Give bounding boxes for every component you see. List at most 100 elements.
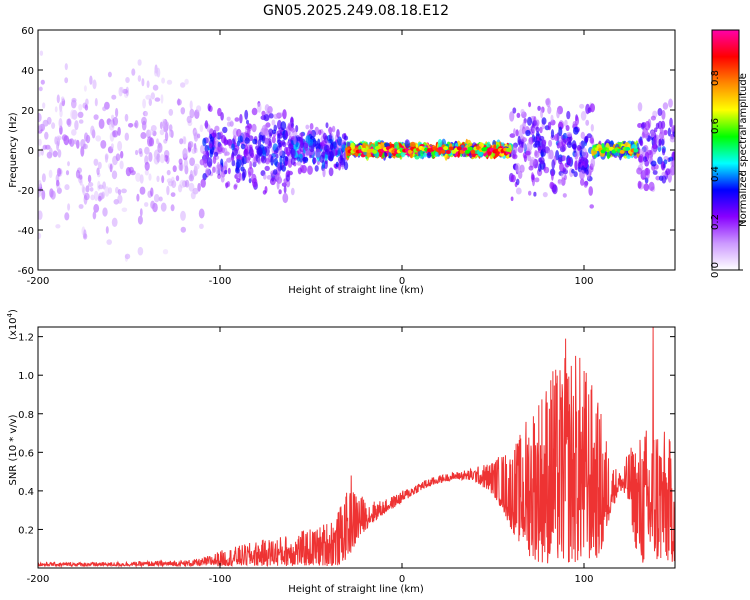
spectrogram-cell [559,162,564,172]
spectrogram-cell [341,144,346,152]
spectrogram-cell [207,103,211,112]
spectrogram-cell [273,113,279,120]
spectrogram-cell [573,171,578,178]
spectrogram-cell [240,143,246,150]
spectrogram-cell [585,119,590,126]
spectrogram-cell [102,106,107,112]
spectrogram-cell [289,143,295,150]
spectrogram-cell [98,184,104,190]
spectrogram-cell [533,143,538,148]
spectrogram-cell [191,148,197,155]
spectrogram-cell [560,172,565,179]
spectrogram-cell [315,143,321,150]
spectrogram-cell [276,174,282,182]
spectrogram-cell [290,157,296,166]
spectrogram-cell [68,138,72,145]
spectrogram-cell [661,175,667,184]
spectrogram-cell [64,184,70,191]
spectrogram-cell [75,169,81,179]
spectrogram-cell [249,144,253,150]
spectrogram-cell [275,166,281,177]
spectrogram-cell [655,175,661,181]
spectrogram-cell [199,223,204,229]
spectrogram-cell [39,50,44,56]
spectrogram-cell [161,175,165,184]
spectrogram-cell [606,151,610,160]
spectrogram-cell [263,174,267,180]
spectrogram-cell [38,112,42,123]
snr-x-label: Height of straight line (km) [288,584,424,595]
spectrogram-cell [562,193,567,198]
spectrogram-cell [124,132,129,141]
spectrogram-cell [117,140,123,152]
spectrogram-cell [661,128,665,139]
spectrogram-cell [313,157,317,164]
spectrogram-cell [324,144,330,153]
spectrogram-cell [54,106,58,113]
spectrogram-cell [117,189,122,196]
spectrogram-cell [525,129,531,137]
spectrogram-cell [512,107,517,114]
spectrogram-cell [56,167,62,177]
spectrogram-cell [281,139,286,146]
spectrogram-cell [178,163,183,171]
spectrogram-cell [671,124,675,132]
spectrogram-cell [535,126,540,133]
spectrogram-cell [650,130,655,138]
snr-y-tick-label: 0.6 [18,448,34,459]
spectrogram-cell [199,124,204,133]
spectrogram-cell [220,175,225,183]
spectrogram-cell [200,178,206,188]
spectrogram-cell [523,142,527,151]
spectrogram-cell [152,84,159,91]
spectrogram-cell [142,98,147,109]
spectrogram-cell [38,232,42,239]
spectrogram-cell [251,123,257,133]
spectrogram-cell [337,136,343,146]
spectrogram-cell [297,167,302,175]
spectrogram-cell [315,148,321,158]
spectrogram-cell [515,187,522,195]
snr-x-tick-label: -200 [27,574,50,585]
spectrogram-cell [589,103,596,113]
spectrogram-cell [55,224,61,229]
spectrogram-cell [235,167,240,174]
spectrogram-cell [652,137,657,148]
spectrogram-cell [84,104,89,111]
spectrogram-cell [512,145,518,155]
spectrogram-cell [168,108,174,116]
spectrogram-cell [119,160,124,170]
spectrogram-cell [335,161,339,168]
spectrogram-cell [546,97,551,108]
spectrogram-cell [186,115,192,124]
spectrogram-cell [61,134,68,142]
spectrogram-cell [259,134,264,140]
spectrogram-cell [577,146,581,151]
spectrogram-cell [642,145,649,153]
spectrogram-cell [506,147,511,152]
spectrogram-cell [202,137,207,147]
spectrogram-cell [550,129,555,139]
spectrogram-cell [264,165,270,171]
spectrogram-cell [539,156,545,165]
spectrogram-cell [521,137,527,143]
spectrogram-cell [261,124,268,135]
spectrogram-cell [300,135,304,146]
spectrogram-cell [522,126,526,135]
spectrogram-cell [558,126,563,137]
spectrogram-cell [153,194,160,203]
spectrogram-cell [231,159,236,167]
spectrogram-cell [585,103,590,115]
spectrogram-cell [227,138,232,146]
spectrogram-cell [239,113,243,124]
snr-y-tick-label: 0.2 [18,525,34,536]
spectrogram-cell [510,174,516,183]
spectrogram-cell [426,151,432,159]
spectrogram-cell [38,138,42,146]
spectrogram-cell [588,186,593,196]
spectrogram-cell [48,169,53,179]
spectrogram-cell [196,105,202,113]
spectrogram-cell [225,182,229,187]
spectrogram-cell [124,253,131,260]
